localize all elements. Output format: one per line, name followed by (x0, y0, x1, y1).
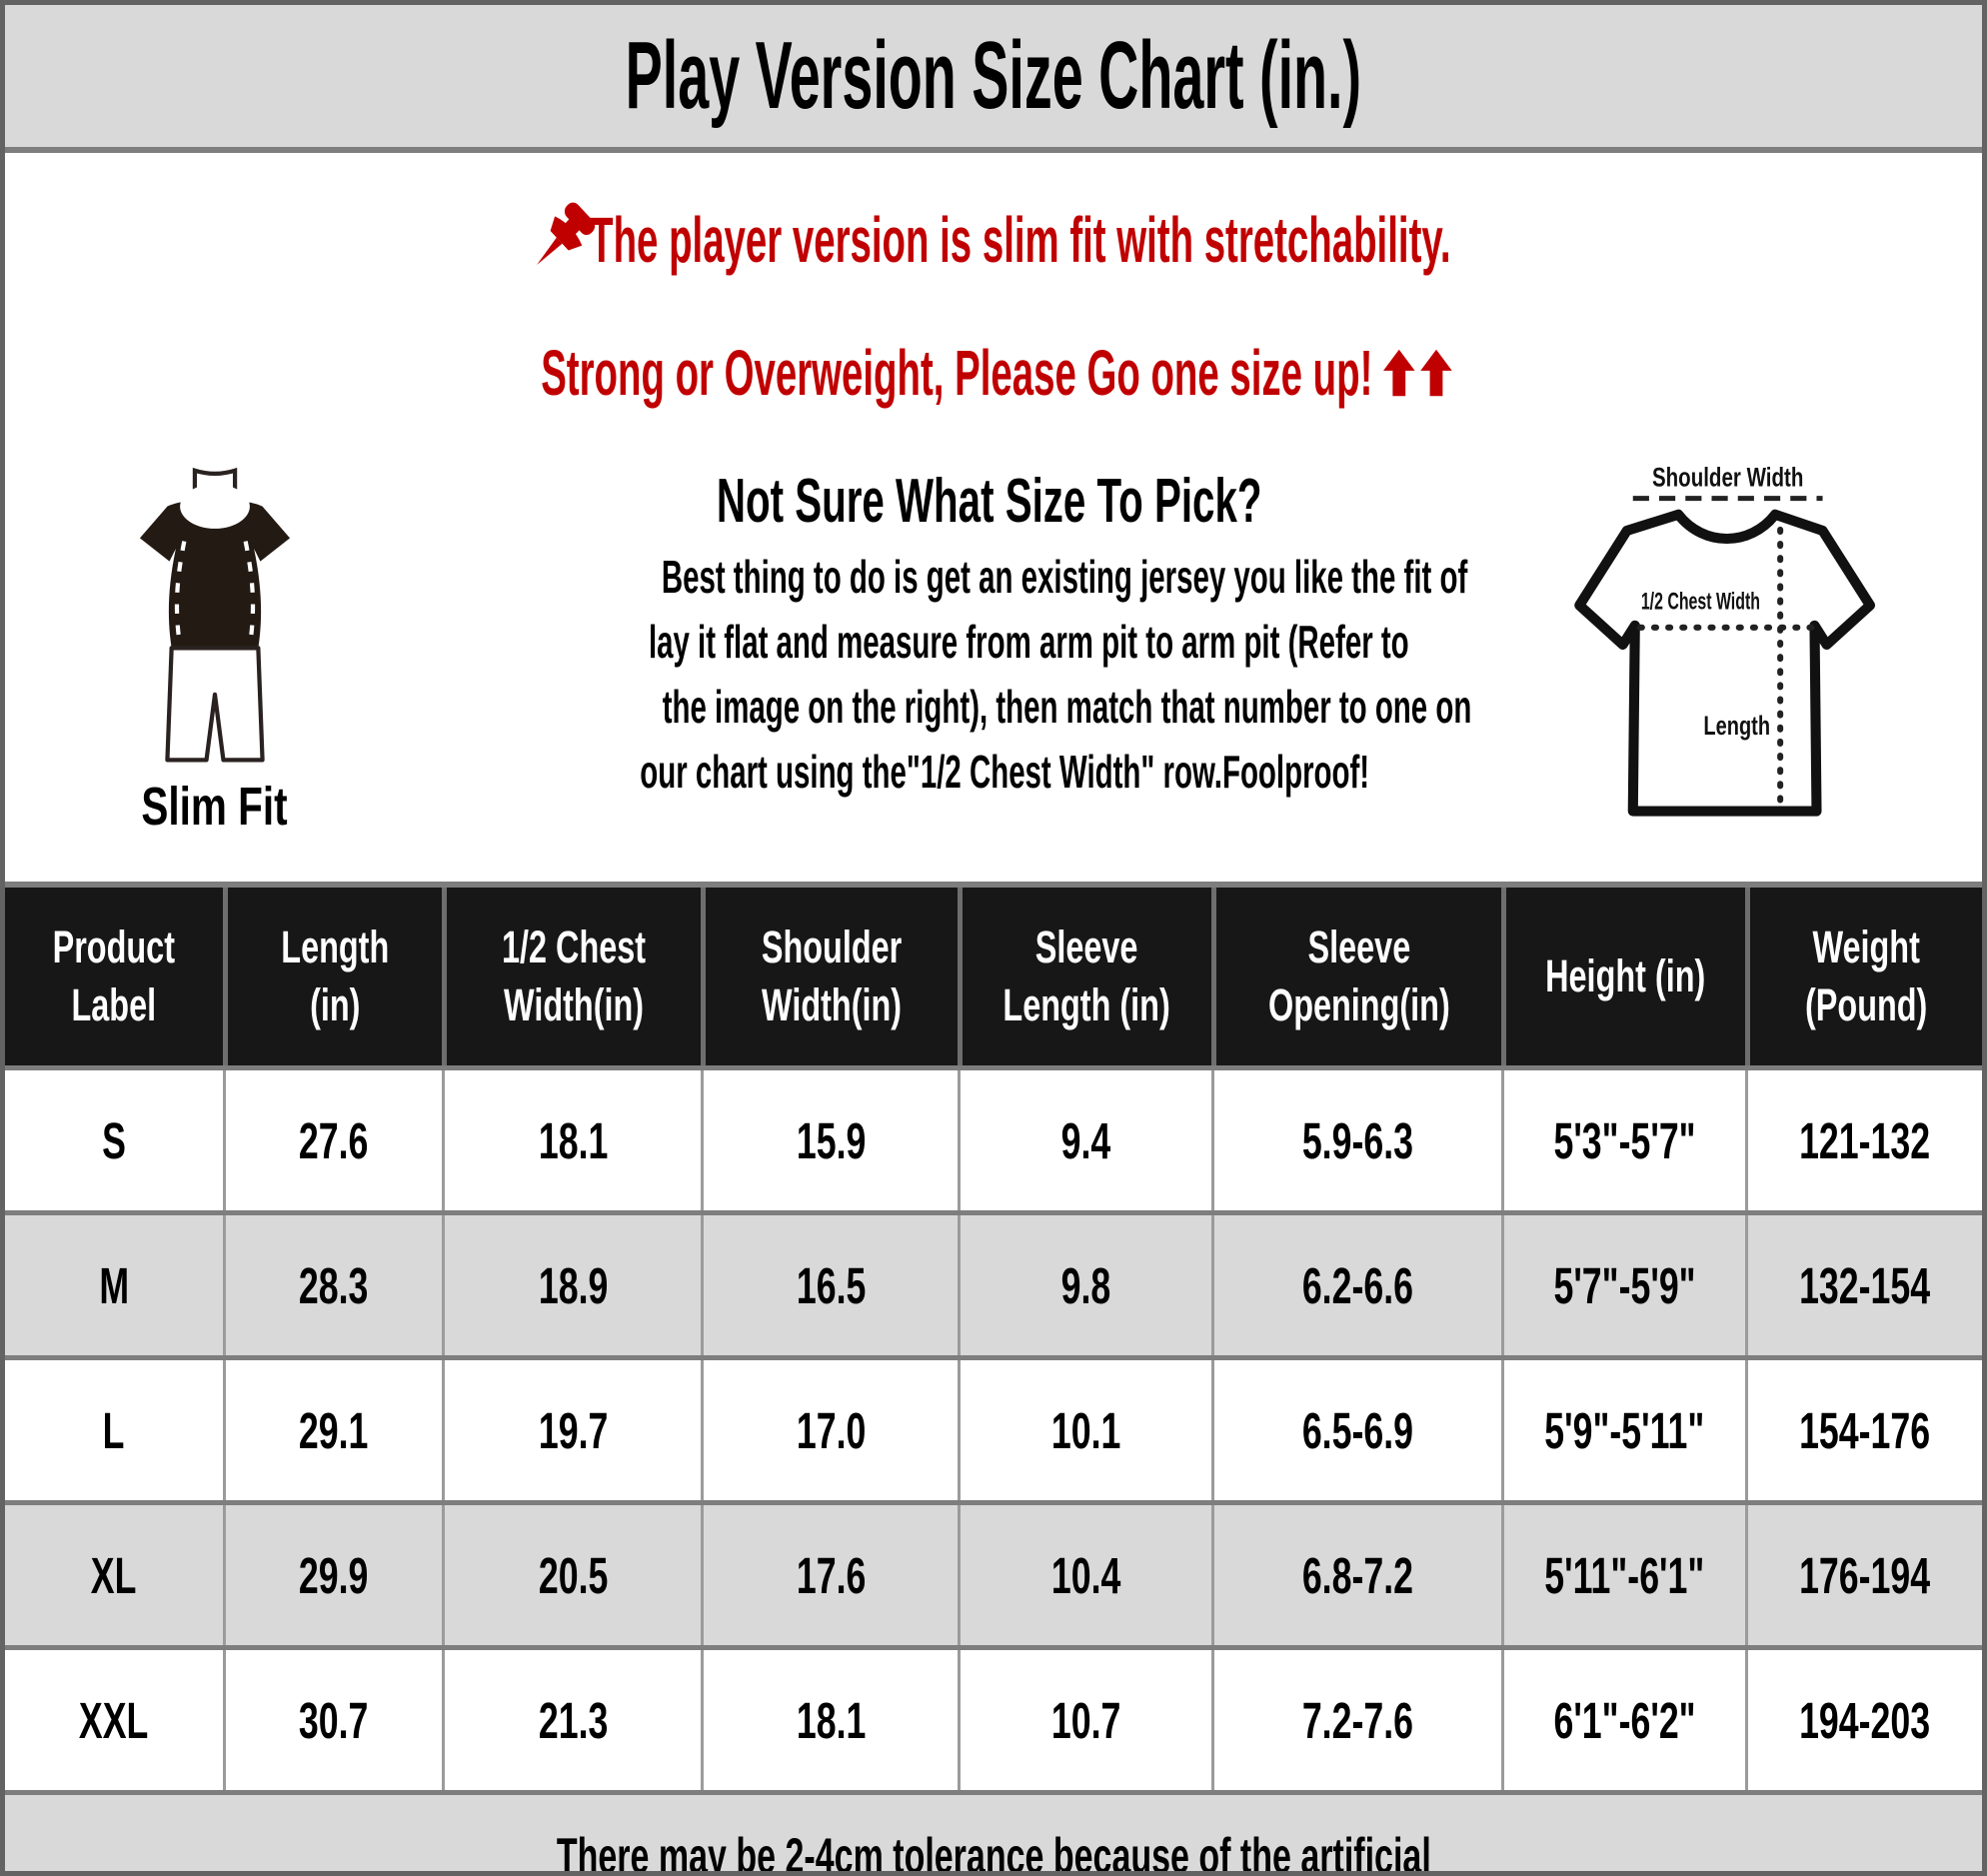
size-cell: 6.2-6.6 (1210, 1215, 1502, 1355)
size-cell: 6.5-6.9 (1210, 1360, 1502, 1500)
size-cell: 176-194 (1744, 1505, 1982, 1645)
size-cell: 29.1 (222, 1360, 443, 1500)
measure-diagram: Shoulder Width 1/2 Chest Width Length (1552, 431, 1976, 861)
size-help-lines: Best thing to do is get an existing jers… (435, 545, 1544, 805)
size-cell: 132-154 (1744, 1215, 1982, 1355)
notice-line-2: Strong or Overweight, Please Go one size… (5, 288, 1982, 410)
size-cell: 29.9 (222, 1505, 443, 1645)
size-cell: 5'9"-5'11" (1501, 1360, 1744, 1500)
table-row: S 27.6 18.1 15.9 9.4 5.9-6.3 5'3"-5'7" 121-132 (5, 1065, 1982, 1210)
notice-line-2-text: Strong or Overweight, Please Go one size… (540, 337, 1372, 409)
table-row: XL 29.9 20.5 17.6 10.4 6.8-7.2 5'11"-6'1" 176-1… (5, 1500, 1982, 1645)
header-cell: Length (in) (222, 888, 443, 1065)
header-cell: Shoulder Width(in) (701, 888, 958, 1065)
table-row: XXL 30.7 21.3 18.1 10.7 7.2-7.6 6'1"-6'2" 194-2… (5, 1645, 1982, 1790)
size-cell: 10.7 (958, 1650, 1210, 1790)
pushpin-icon (537, 202, 596, 266)
size-help-line: Best thing to do is get an existing jers… (661, 551, 1468, 603)
up-arrow-icon (1382, 349, 1415, 397)
slim-fit-icon (139, 467, 291, 763)
size-help-line: our chart using the"1/2 Chest Width" row… (640, 746, 1370, 798)
size-help-line: the image on the right), then match that… (662, 681, 1472, 733)
product-label-cell: M (98, 1256, 129, 1314)
size-cell: 18.1 (442, 1070, 701, 1210)
header-cell: Height (in) (1501, 888, 1744, 1065)
size-table: Product Label Length (in) 1/2 Chest Width(… (5, 882, 1982, 1876)
half-chest-width-label: 1/2 Chest Width (1641, 589, 1760, 616)
size-cell: 15.9 (701, 1070, 958, 1210)
size-cell: 6.8-7.2 (1210, 1505, 1502, 1645)
size-cell: 7.2-7.6 (1210, 1650, 1502, 1790)
up-arrow-icon (1419, 349, 1452, 397)
size-cell: 121-132 (1744, 1070, 1982, 1210)
header-cell: 1/2 Chest Width(in) (442, 888, 701, 1065)
table-footer: There may be 2-4cm tolerance because of … (5, 1790, 1982, 1876)
header-cell: Sleeve Opening(in) (1210, 888, 1502, 1065)
title-box: Play Version Size Chart (in.) (5, 5, 1982, 153)
tshirt-measure-icon: Shoulder Width 1/2 Chest Width Length (1574, 461, 1876, 817)
size-cell: 17.6 (701, 1505, 958, 1645)
slim-fit-caption: Slim Fit (141, 777, 289, 837)
header-cell: Sleeve Length (in) (958, 888, 1210, 1065)
size-cell: 154-176 (1744, 1360, 1982, 1500)
size-help: Not Sure What Size To Pick? Best thing t… (435, 465, 1544, 805)
size-cell: 10.1 (958, 1360, 1210, 1500)
size-cell: 5'7"-5'9" (1501, 1215, 1744, 1355)
info-section: The player version is slim fit with stre… (5, 153, 1982, 882)
size-cell: 10.4 (958, 1505, 1210, 1645)
size-cell: 6'1"-6'2" (1501, 1650, 1744, 1790)
size-help-heading: Not Sure What Size To Pick? (717, 467, 1262, 536)
size-cell: 16.5 (701, 1215, 958, 1355)
size-help-line: lay it flat and measure from arm pit to … (648, 616, 1409, 668)
size-cell: 9.8 (958, 1215, 1210, 1355)
size-cell: 21.3 (442, 1650, 701, 1790)
product-label-cell: XXL (79, 1691, 149, 1749)
size-cell: 18.1 (701, 1650, 958, 1790)
slim-fit-figure: Slim Fit (65, 441, 365, 838)
size-cell: 30.7 (222, 1650, 443, 1790)
table-row: M 28.3 18.9 16.5 9.8 6.2-6.6 5'7"-5'9" 132-154 (5, 1210, 1982, 1355)
product-label-cell: XL (90, 1546, 137, 1604)
size-cell: 9.4 (958, 1070, 1210, 1210)
size-cell: 27.6 (222, 1070, 443, 1210)
product-label-cell: S (101, 1111, 126, 1169)
length-label: Length (1703, 710, 1770, 741)
size-cell: 5.9-6.3 (1210, 1070, 1502, 1210)
product-label-cell: L (102, 1401, 125, 1459)
shoulder-width-label: Shoulder Width (1652, 461, 1803, 492)
notice-line-1-text: The player version is slim fit with stre… (590, 204, 1451, 276)
size-cell: 20.5 (442, 1505, 701, 1645)
notice-line-1: The player version is slim fit with stre… (5, 153, 1982, 288)
size-cell: 28.3 (222, 1215, 443, 1355)
size-cell: 19.7 (442, 1360, 701, 1500)
size-cell: 5'11"-6'1" (1501, 1505, 1744, 1645)
header-cell: Product Label (52, 922, 175, 1030)
size-cell: 194-203 (1744, 1650, 1982, 1790)
table-header-row: Product Label Length (in) 1/2 Chest Width(… (5, 888, 1982, 1065)
size-cell: 17.0 (701, 1360, 958, 1500)
tolerance-note: There may be 2-4cm tolerance because of … (556, 1827, 1431, 1876)
table-row: L 29.1 19.7 17.0 10.1 6.5-6.9 5'9"-5'11" 154-17… (5, 1355, 1982, 1500)
header-cell: Weight (Pound) (1744, 888, 1982, 1065)
size-cell: 18.9 (442, 1215, 701, 1355)
size-cell: 5'3"-5'7" (1501, 1070, 1744, 1210)
table-body: S 27.6 18.1 15.9 9.4 5.9-6.3 5'3"-5'7" 121-132 M… (5, 1065, 1982, 1790)
page-title: Play Version Size Chart (in.) (625, 22, 1362, 129)
